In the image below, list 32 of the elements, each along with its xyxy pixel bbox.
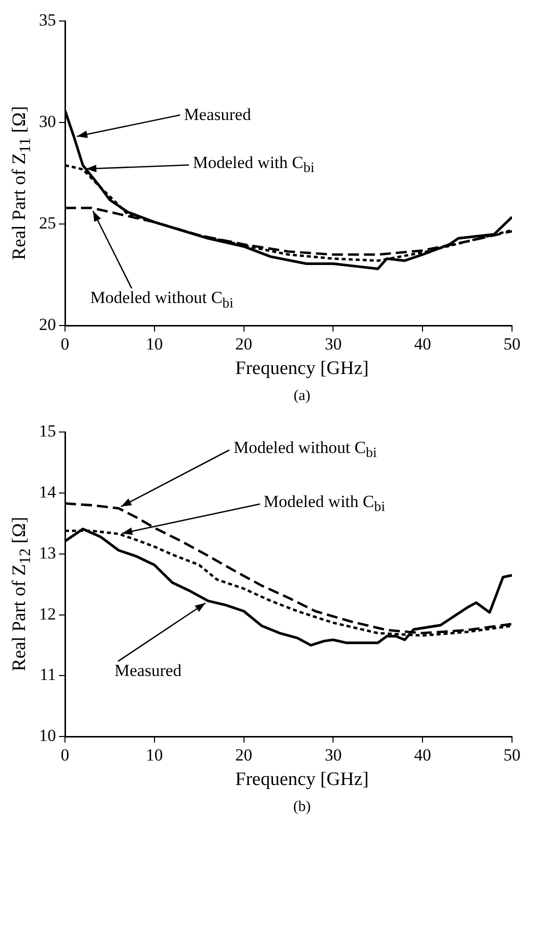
x-tick-label: 10	[146, 745, 163, 764]
x-tick-label: 30	[324, 334, 342, 354]
x-tick-label: 40	[414, 745, 432, 764]
x-tick-label: 10	[146, 334, 163, 354]
x-tick-label: 30	[324, 745, 342, 764]
x-tick-label: 20	[235, 745, 252, 764]
y-tick-label: 13	[39, 543, 56, 562]
y-tick-label: 11	[40, 665, 56, 684]
annotation: Modeled with C$_{bi}$	[264, 492, 386, 516]
x-tick-label: 40	[414, 334, 432, 354]
annotation: Modeled with C$_{bi}$	[192, 153, 314, 178]
x-tick-label: 20	[235, 334, 252, 354]
y-tick-label: 15	[39, 422, 56, 441]
y-tick-label: 30	[39, 112, 56, 132]
y-tick-label: 20	[39, 315, 56, 334]
x-tick-label: 50	[504, 334, 520, 354]
x-tick-label: 0	[60, 334, 70, 354]
y-tick-label: 14	[39, 482, 56, 502]
text: (b)	[292, 799, 312, 816]
annotation: Measured	[114, 660, 182, 681]
y-tick-label: 10	[39, 726, 56, 746]
y-tick-label: 25	[39, 214, 56, 233]
annotation: Modeled without C$_{bi}$	[90, 288, 234, 312]
x-axis-title: Frequency [GHz]	[234, 358, 370, 380]
x-axis-title: Frequency [GHz]	[234, 769, 370, 791]
y-tick-label: 35	[39, 10, 56, 30]
annotation: Modeled without C$_{bi}$	[234, 438, 377, 462]
y-tick-label: 12	[39, 604, 56, 624]
text: (a)	[292, 388, 312, 405]
annotation: Measured	[184, 104, 251, 125]
x-tick-label: 0	[60, 745, 70, 764]
x-tick-label: 50	[504, 745, 520, 764]
